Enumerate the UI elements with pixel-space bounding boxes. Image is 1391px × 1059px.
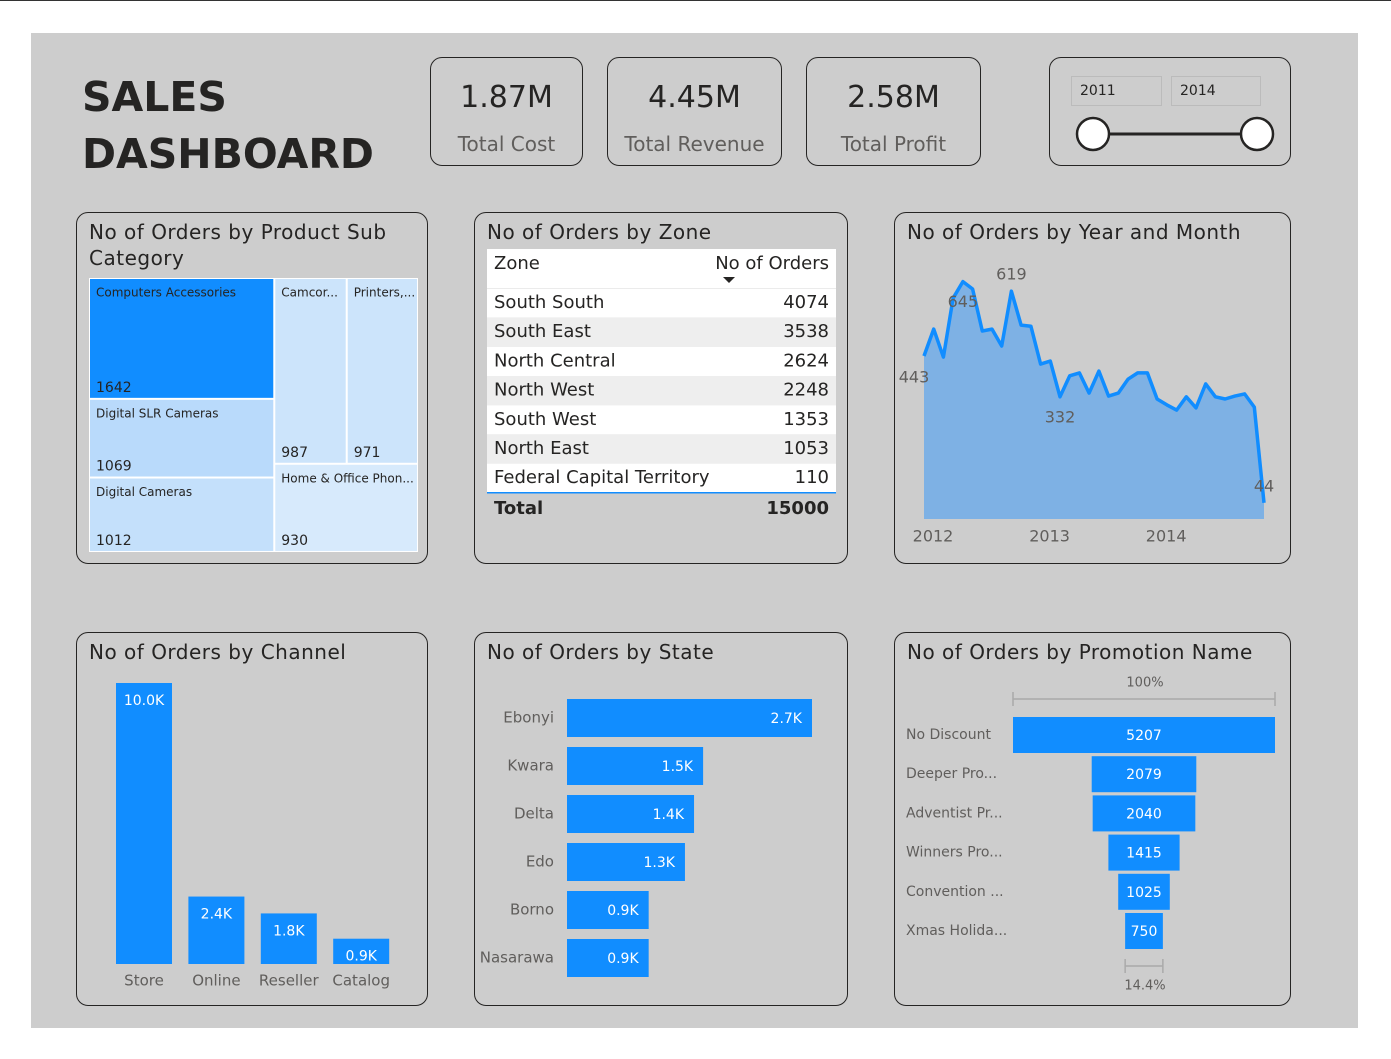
kpi-value: 2.58M	[847, 80, 940, 115]
kpi-card: 4.45M Total Revenue	[607, 57, 782, 166]
chart-title: No of Orders by State	[487, 640, 715, 664]
chart-card: No of Orders by Promotion Name	[894, 632, 1291, 1006]
slicer-end-input[interactable]: 2014	[1171, 76, 1261, 106]
chart-title: No of Orders by Channel	[89, 640, 347, 664]
kpi-label: Total Cost	[457, 132, 556, 156]
chart-card: No of Orders by State	[474, 632, 848, 1006]
slicer-start-input[interactable]: 2011	[1071, 76, 1162, 106]
year-slicer: 2011 2014	[1049, 57, 1291, 166]
table-card: No of Orders by Zone	[474, 212, 848, 564]
kpi-value: 1.87M	[460, 80, 553, 115]
chart-title: No of Orders by Product Sub Category	[89, 220, 387, 270]
dashboard-title: SALES DASHBOARD	[82, 73, 374, 178]
table-title: No of Orders by Zone	[487, 220, 712, 244]
kpi-label: Total Revenue	[624, 132, 765, 156]
chart-card: No of Orders by Channel	[76, 632, 428, 1006]
chart-card: No of Orders by Product Sub Category	[76, 212, 428, 564]
kpi-value: 4.45M	[648, 80, 741, 115]
chart-title: No of Orders by Promotion Name	[907, 640, 1253, 664]
chart-card: No of Orders by Year and Month	[894, 212, 1291, 564]
kpi-card: 1.87M Total Cost	[430, 57, 583, 166]
kpi-card: 2.58M Total Profit	[806, 57, 981, 166]
chart-title: No of Orders by Year and Month	[907, 220, 1242, 244]
kpi-label: Total Profit	[840, 132, 947, 156]
